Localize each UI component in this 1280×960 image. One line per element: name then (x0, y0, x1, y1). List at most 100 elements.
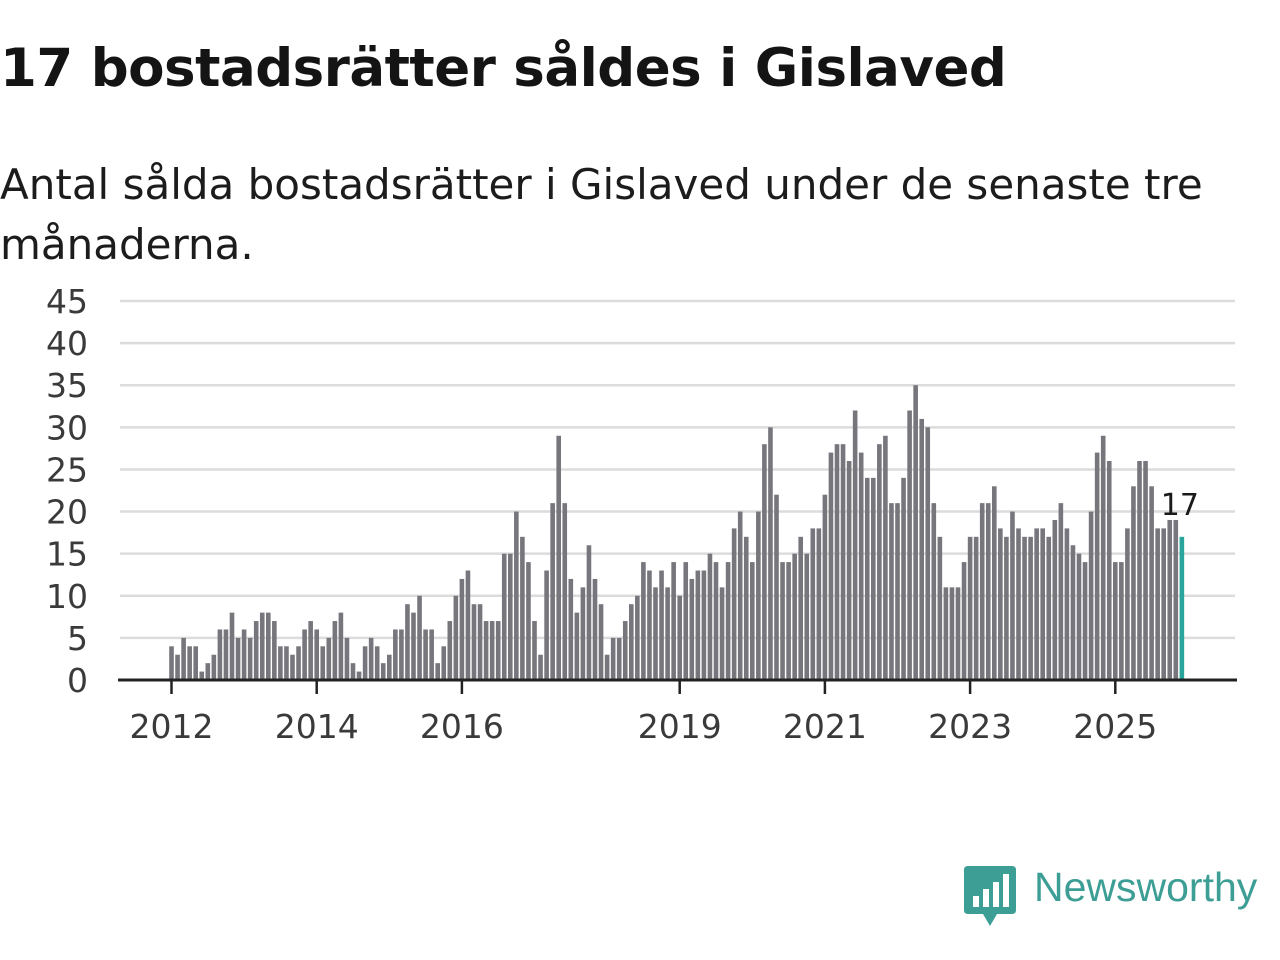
bar (622, 621, 628, 680)
bar (399, 629, 404, 680)
bar (514, 511, 519, 680)
bar (677, 595, 682, 680)
bar (1052, 519, 1058, 680)
bar (441, 646, 447, 680)
bar (798, 536, 803, 680)
bar (314, 629, 319, 680)
bar (290, 654, 295, 680)
bar (284, 646, 289, 680)
bar (1131, 486, 1136, 680)
bar (211, 654, 217, 680)
bar (459, 578, 465, 680)
bar (985, 503, 991, 680)
bar (477, 604, 483, 680)
bar (1034, 528, 1039, 680)
bar (743, 536, 749, 680)
bar (907, 410, 912, 680)
bar (308, 621, 313, 680)
bar (429, 629, 434, 680)
bar-highlight (1179, 536, 1185, 680)
bar (816, 528, 822, 680)
bar (320, 646, 326, 680)
bar (840, 444, 846, 680)
bar (253, 621, 259, 680)
bar (1173, 519, 1179, 680)
bar (1082, 562, 1088, 680)
bar (187, 646, 192, 680)
bar (266, 612, 271, 680)
bar (169, 646, 174, 680)
bar (538, 654, 543, 680)
bar (241, 629, 247, 680)
bar (695, 570, 701, 680)
bar (362, 646, 368, 680)
bar (223, 629, 229, 680)
newsworthy-logo[interactable]: Newsworthy (964, 864, 1274, 928)
bar (471, 604, 477, 680)
bar (641, 562, 646, 680)
y-tick-label: 10 (46, 577, 88, 616)
bar (925, 427, 931, 680)
bar (1028, 536, 1033, 680)
bar (931, 503, 937, 680)
bar (889, 503, 894, 680)
bar (423, 629, 428, 680)
bar (447, 621, 453, 680)
bar (205, 663, 211, 680)
bar (495, 621, 501, 680)
bar (792, 553, 797, 680)
bar (550, 503, 555, 680)
bar (1143, 461, 1148, 680)
bar (1119, 562, 1124, 680)
bar (229, 612, 235, 680)
x-tick-label: 2014 (275, 707, 359, 746)
bar (453, 595, 459, 680)
bar (647, 570, 652, 680)
bar (586, 545, 592, 680)
bar (883, 435, 888, 680)
bar (199, 671, 205, 680)
bar (604, 654, 610, 680)
bar (483, 621, 489, 680)
y-tick-label: 45 (46, 282, 88, 321)
bar (762, 444, 767, 680)
bar (296, 646, 301, 680)
bar (544, 570, 549, 680)
bar (405, 604, 410, 680)
bar (562, 503, 568, 680)
bar (1094, 452, 1100, 680)
bar (435, 663, 440, 680)
bar (973, 536, 979, 680)
bar (374, 646, 380, 680)
bar (1064, 528, 1070, 680)
bar (1070, 545, 1076, 680)
bar (937, 536, 943, 680)
bar (895, 503, 900, 680)
bar (913, 385, 918, 680)
bars (169, 385, 1185, 680)
bar (1010, 511, 1015, 680)
bar (701, 570, 707, 680)
bar (828, 452, 834, 680)
bar (955, 587, 961, 680)
bar (768, 427, 773, 680)
bar (272, 621, 277, 680)
bar (846, 461, 852, 680)
bar (526, 562, 531, 680)
y-tick-label: 30 (46, 408, 88, 447)
bar (635, 595, 640, 680)
bar (671, 562, 676, 680)
bar (489, 621, 495, 680)
bar (1167, 519, 1173, 680)
bar (574, 612, 580, 680)
bar (520, 536, 525, 680)
bar (834, 444, 840, 680)
bar (653, 587, 658, 680)
bar (774, 494, 779, 680)
bar (780, 562, 785, 680)
bar (610, 637, 616, 680)
y-tick-label: 25 (46, 450, 88, 489)
bar (380, 663, 386, 680)
